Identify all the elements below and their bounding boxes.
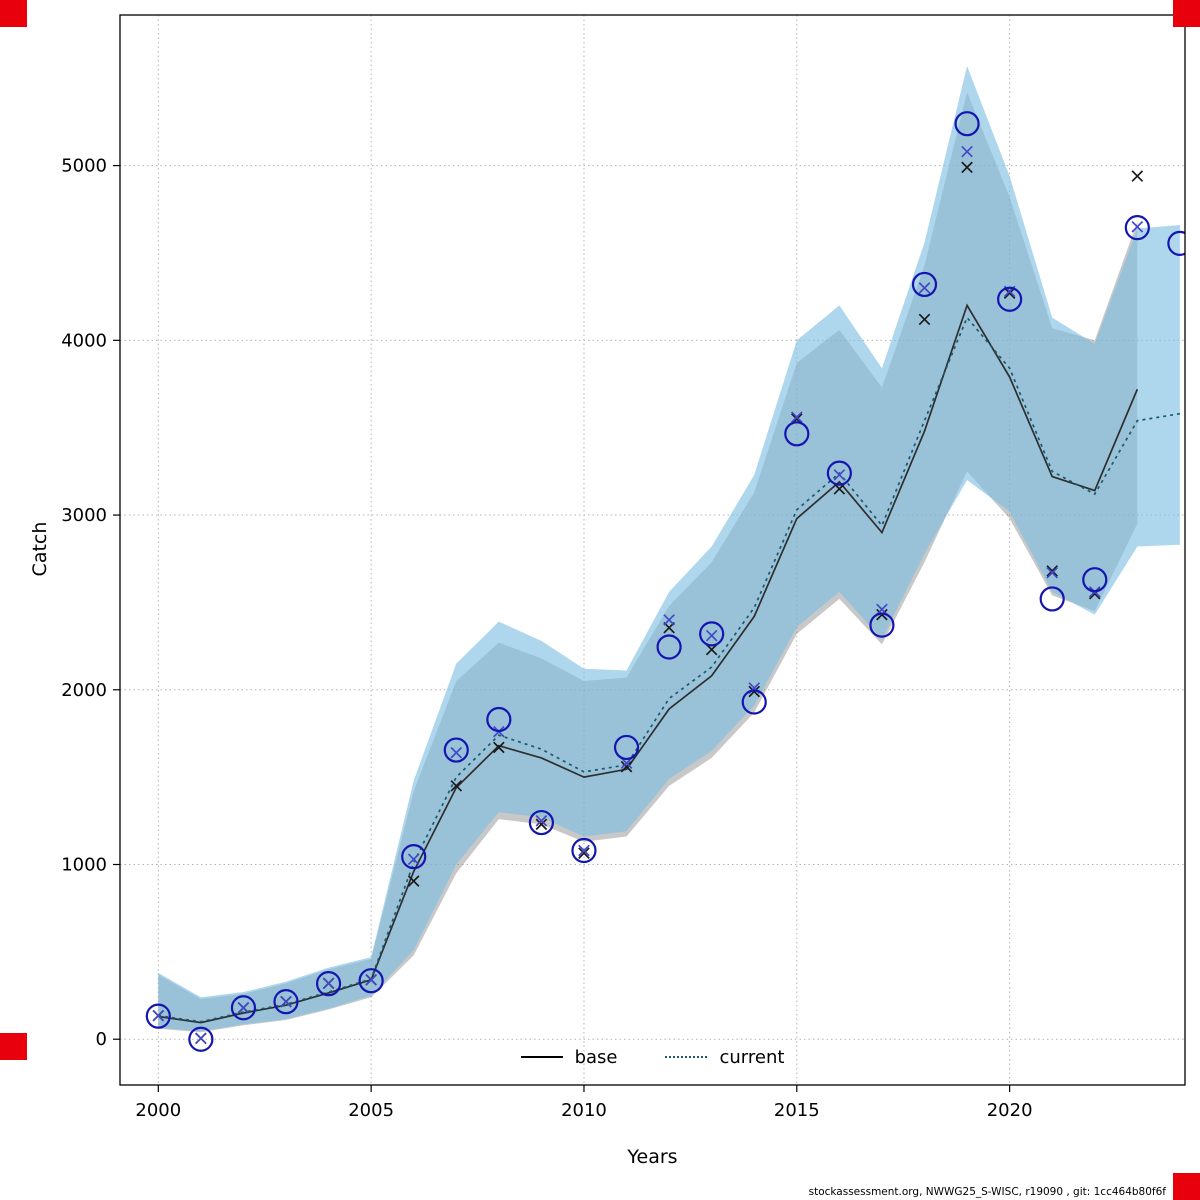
legend-label-base: base [574, 1046, 618, 1068]
y-tick-label: 3000 [61, 505, 107, 526]
x-tick-label: 2020 [987, 1100, 1033, 1121]
y-tick-label: 1000 [61, 855, 107, 876]
x-tick-label: 2000 [135, 1100, 181, 1121]
x-tick-label: 2005 [348, 1100, 394, 1121]
legend-swatch-current [665, 1056, 708, 1058]
y-tick-label: 0 [96, 1029, 107, 1050]
corner-marker-top-left [0, 0, 27, 27]
plot-frame [119, 14, 1186, 1086]
legend-label-current: current [719, 1046, 785, 1068]
points-current_obs_x [152, 145, 1144, 1045]
grid [120, 15, 1185, 1085]
axes: 2000 2005 2010 2015 2020 0 1000 2000 3000 4000 500… [61, 156, 1032, 1121]
band-current_ci [158, 66, 1180, 1032]
x-axis-title: Years [627, 1146, 678, 1168]
y-tick-label: 4000 [61, 330, 107, 351]
x-tick-label: 2010 [561, 1100, 607, 1121]
corner-marker-top-right [1173, 0, 1200, 27]
legend: base current [120, 1046, 1185, 1068]
footer-text: stockassessment.org, NWWG25_S-WISC, r190… [808, 1186, 1166, 1198]
line-current_estimate [158, 315, 1181, 1023]
y-tick-label: 2000 [61, 680, 107, 701]
legend-swatch-base [520, 1056, 563, 1058]
corner-marker-bottom-left [0, 1033, 27, 1060]
x-tick-label: 2015 [774, 1100, 820, 1121]
points-current_obs_circle [145, 111, 1185, 1052]
y-tick-label: 5000 [61, 156, 107, 177]
corner-marker-bottom-right [1173, 1173, 1200, 1200]
line-base_estimate [158, 303, 1139, 1024]
y-axis-title: Catch [29, 521, 51, 577]
